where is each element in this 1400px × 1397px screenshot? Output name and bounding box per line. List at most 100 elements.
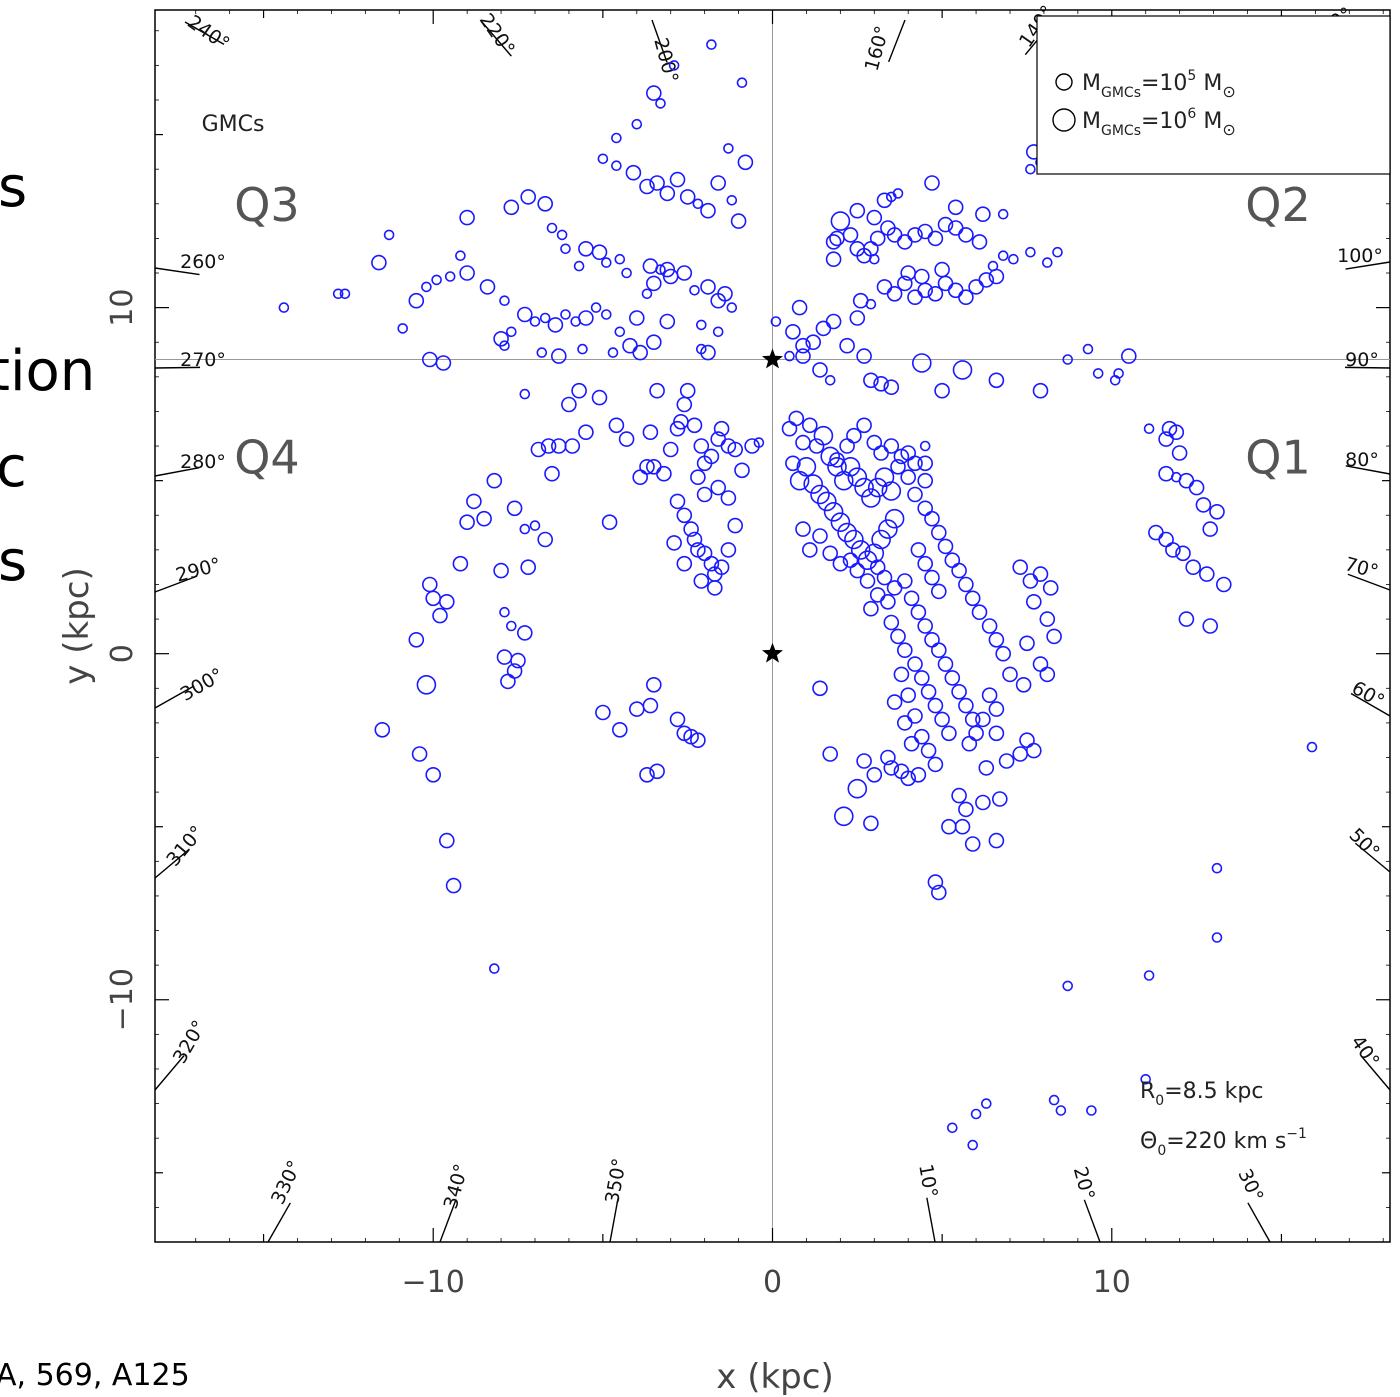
gmc-point (1025, 163, 1036, 175)
gmc-point (1209, 503, 1225, 520)
gmc-point (611, 721, 628, 738)
gmc-point (669, 493, 686, 510)
gmc-point (662, 441, 679, 458)
gmc-point (856, 348, 872, 364)
gmcs-label: GMCs (202, 112, 265, 137)
gmc-point (590, 302, 602, 313)
gmc-point (1086, 1105, 1097, 1116)
gmc-point (736, 77, 748, 88)
gmc-point (639, 766, 655, 783)
gmc-point (951, 683, 967, 700)
longitude-line (1247, 1202, 1271, 1243)
gmc-point (645, 85, 662, 101)
gmc-point (706, 580, 723, 596)
longitude-label: 20° (1069, 1164, 1099, 1202)
longitude-line (154, 848, 190, 879)
longitude-label: 80° (1345, 449, 1379, 471)
gmc-point (431, 274, 442, 286)
gmc-point (408, 292, 425, 309)
gmc-point (837, 522, 857, 543)
gmc-point (693, 573, 710, 589)
gmc-point (907, 227, 923, 243)
x-tick-label: 0 (763, 1265, 782, 1300)
gmc-point (488, 963, 500, 974)
gmc-point (971, 234, 988, 250)
y-axis-label: y (kpc) (57, 567, 97, 684)
longitude-line (1083, 1199, 1101, 1243)
gmc-point (924, 510, 940, 527)
gmc-point (896, 573, 913, 589)
longitude-label: 30° (1233, 1166, 1267, 1206)
gmc-point (907, 656, 923, 672)
citation-text: A, 569, A125 (0, 1358, 190, 1393)
gmc-point (1062, 354, 1073, 365)
gmc-point (919, 440, 931, 452)
gmc-point (710, 479, 727, 496)
gmc-point (1178, 611, 1195, 627)
gmc-point (659, 185, 676, 202)
gmc-point (520, 559, 537, 576)
gmc-point (927, 697, 944, 714)
gmc-point (880, 749, 896, 766)
gmc-point (1032, 656, 1049, 672)
y-tick-label: −10 (105, 968, 140, 1031)
gmc-point (499, 340, 510, 352)
gmc-point (812, 680, 828, 697)
gmc-point (1306, 741, 1318, 753)
longitude-label: 60° (1348, 677, 1388, 713)
gmc-point (631, 118, 643, 130)
gmc-point (383, 229, 395, 241)
gmc-point (934, 382, 950, 399)
gmc-point (578, 424, 594, 441)
gmc-point (1039, 611, 1056, 627)
gmc-point (1015, 676, 1032, 693)
gmc-point (628, 701, 645, 717)
gmc-point (727, 517, 744, 534)
gmc-point (970, 1108, 982, 1120)
gmc-point (823, 501, 844, 522)
gmc-point (564, 438, 581, 454)
gmc-point (947, 282, 964, 299)
gmc-point (833, 470, 854, 491)
gmc-point (595, 704, 611, 721)
gmc-point (438, 593, 455, 610)
gmc-point (639, 458, 655, 475)
gmc-point (642, 697, 659, 714)
gmc-point (550, 348, 567, 364)
gmc-point (883, 760, 900, 776)
gmc-point (816, 491, 837, 512)
gmc-point (927, 230, 944, 247)
gmc-point (910, 766, 927, 783)
gmc-point (416, 674, 437, 695)
longitude-label: 160° (861, 23, 894, 73)
gmc-point (713, 559, 730, 576)
gmc-point (896, 275, 913, 292)
gmc-point (884, 508, 905, 529)
gmc-point (618, 431, 635, 447)
gmc-point (988, 725, 1005, 742)
gmc-point (611, 132, 622, 144)
gmc-point (883, 438, 900, 454)
gmc-point (917, 500, 934, 517)
gmc-point (917, 455, 934, 472)
gmc-point (690, 732, 706, 749)
gmc-point (971, 604, 988, 621)
gmc-point (1022, 573, 1039, 589)
gmc-point (856, 753, 872, 769)
longitude-line (1345, 261, 1391, 270)
gmc-point (1002, 666, 1018, 683)
gmc-point (861, 488, 881, 508)
gmc-point (529, 520, 541, 531)
longitude-label: 100° (1337, 245, 1383, 267)
gmc-point (975, 794, 991, 811)
gmc-point (607, 347, 619, 358)
gmc-point (927, 756, 944, 773)
gmc-point (1019, 635, 1035, 652)
gmc-point (913, 268, 930, 285)
gmc-point (452, 555, 469, 572)
gmc-point (496, 649, 513, 665)
gmc-point (868, 253, 880, 265)
gmc-point (917, 618, 934, 634)
gmc-point (805, 334, 822, 351)
longitude-line (1360, 1055, 1391, 1091)
